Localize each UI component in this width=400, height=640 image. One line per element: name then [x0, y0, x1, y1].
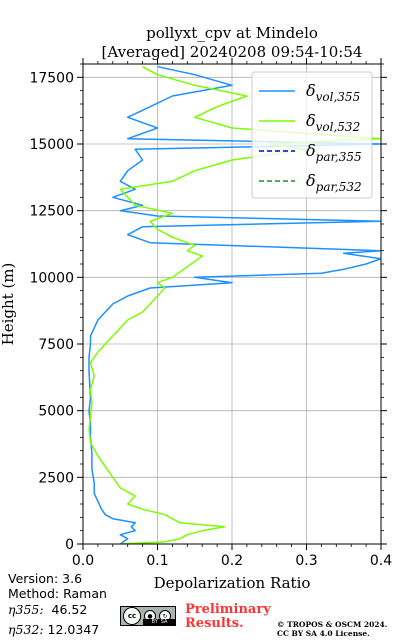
series-line--vol-532: [88, 66, 381, 544]
eta355-label: η355:: [8, 602, 44, 617]
legend-label-subscript: vol,355: [316, 90, 361, 104]
x-tick-label: 0.2: [221, 553, 243, 569]
chart-title-line2: [Averaged] 20240208 09:54-10:54: [102, 43, 363, 61]
copyright-line1: © TROPOS & OSCM 2024.: [277, 620, 388, 629]
x-tick-label: 0.4: [370, 553, 392, 569]
cc-license-badge: cc ● ↻ BY SA: [120, 606, 176, 626]
y-tick-label: 17500: [29, 70, 74, 86]
cc-icon: cc: [123, 607, 141, 625]
x-axis-label: Depolarization Ratio: [154, 574, 311, 592]
y-tick-label: 15000: [29, 137, 74, 153]
y-tick-label: 7500: [38, 337, 74, 353]
axes: 0.0 0.1 0.2 0.3 0.4 0 2500 5000 7500 10000 12500 15…: [29, 58, 392, 569]
x-tick-label: 0.1: [146, 553, 168, 569]
cc-badge-strip: BY SA: [143, 619, 176, 625]
x-tick-label: 0.0: [72, 553, 94, 569]
eta532-label: η532:: [8, 622, 44, 637]
series-line--vol-355: [88, 65, 381, 544]
prelim-line2: Results.: [185, 616, 244, 631]
eta355-value: 46.52: [51, 602, 88, 617]
y-tick-label: 5000: [38, 404, 74, 420]
y-tick-label: 2500: [38, 470, 74, 486]
copyright-note: © TROPOS & OSCM 2024. CC BY SA 4.0 Licen…: [277, 620, 387, 638]
prelim-line1: Preliminary: [185, 602, 271, 617]
eta532-value: 12.0347: [47, 622, 100, 637]
copyright-line2: CC BY SA 4.0 License.: [277, 629, 370, 638]
y-tick-label: 10000: [29, 270, 74, 286]
legend-label-subscript: vol,532: [316, 120, 361, 134]
y-tick-label: 0: [65, 537, 74, 553]
version-text: Version: 3.6: [8, 571, 83, 586]
legend-label-subscript: par,355: [316, 150, 362, 164]
y-axis-label: Height (m): [0, 263, 17, 346]
x-tick-label: 0.3: [295, 553, 317, 569]
legend-box: [251, 71, 373, 199]
legend-label-subscript: par,532: [316, 180, 362, 194]
eta532-row: η532: 12.0347: [8, 622, 99, 637]
data-series: [88, 65, 381, 544]
preliminary-results-note: Preliminary Results.: [185, 603, 271, 631]
y-tick-label: 12500: [29, 204, 74, 220]
eta355-row: η355: 46.52: [8, 602, 87, 617]
method-text: Method: Raman: [8, 586, 107, 601]
depolarization-profile-chart: pollyxt_cpv at Mindelo [Averaged] 202402…: [0, 24, 392, 592]
chart-title-line1: pollyxt_cpv at Mindelo: [146, 24, 318, 42]
